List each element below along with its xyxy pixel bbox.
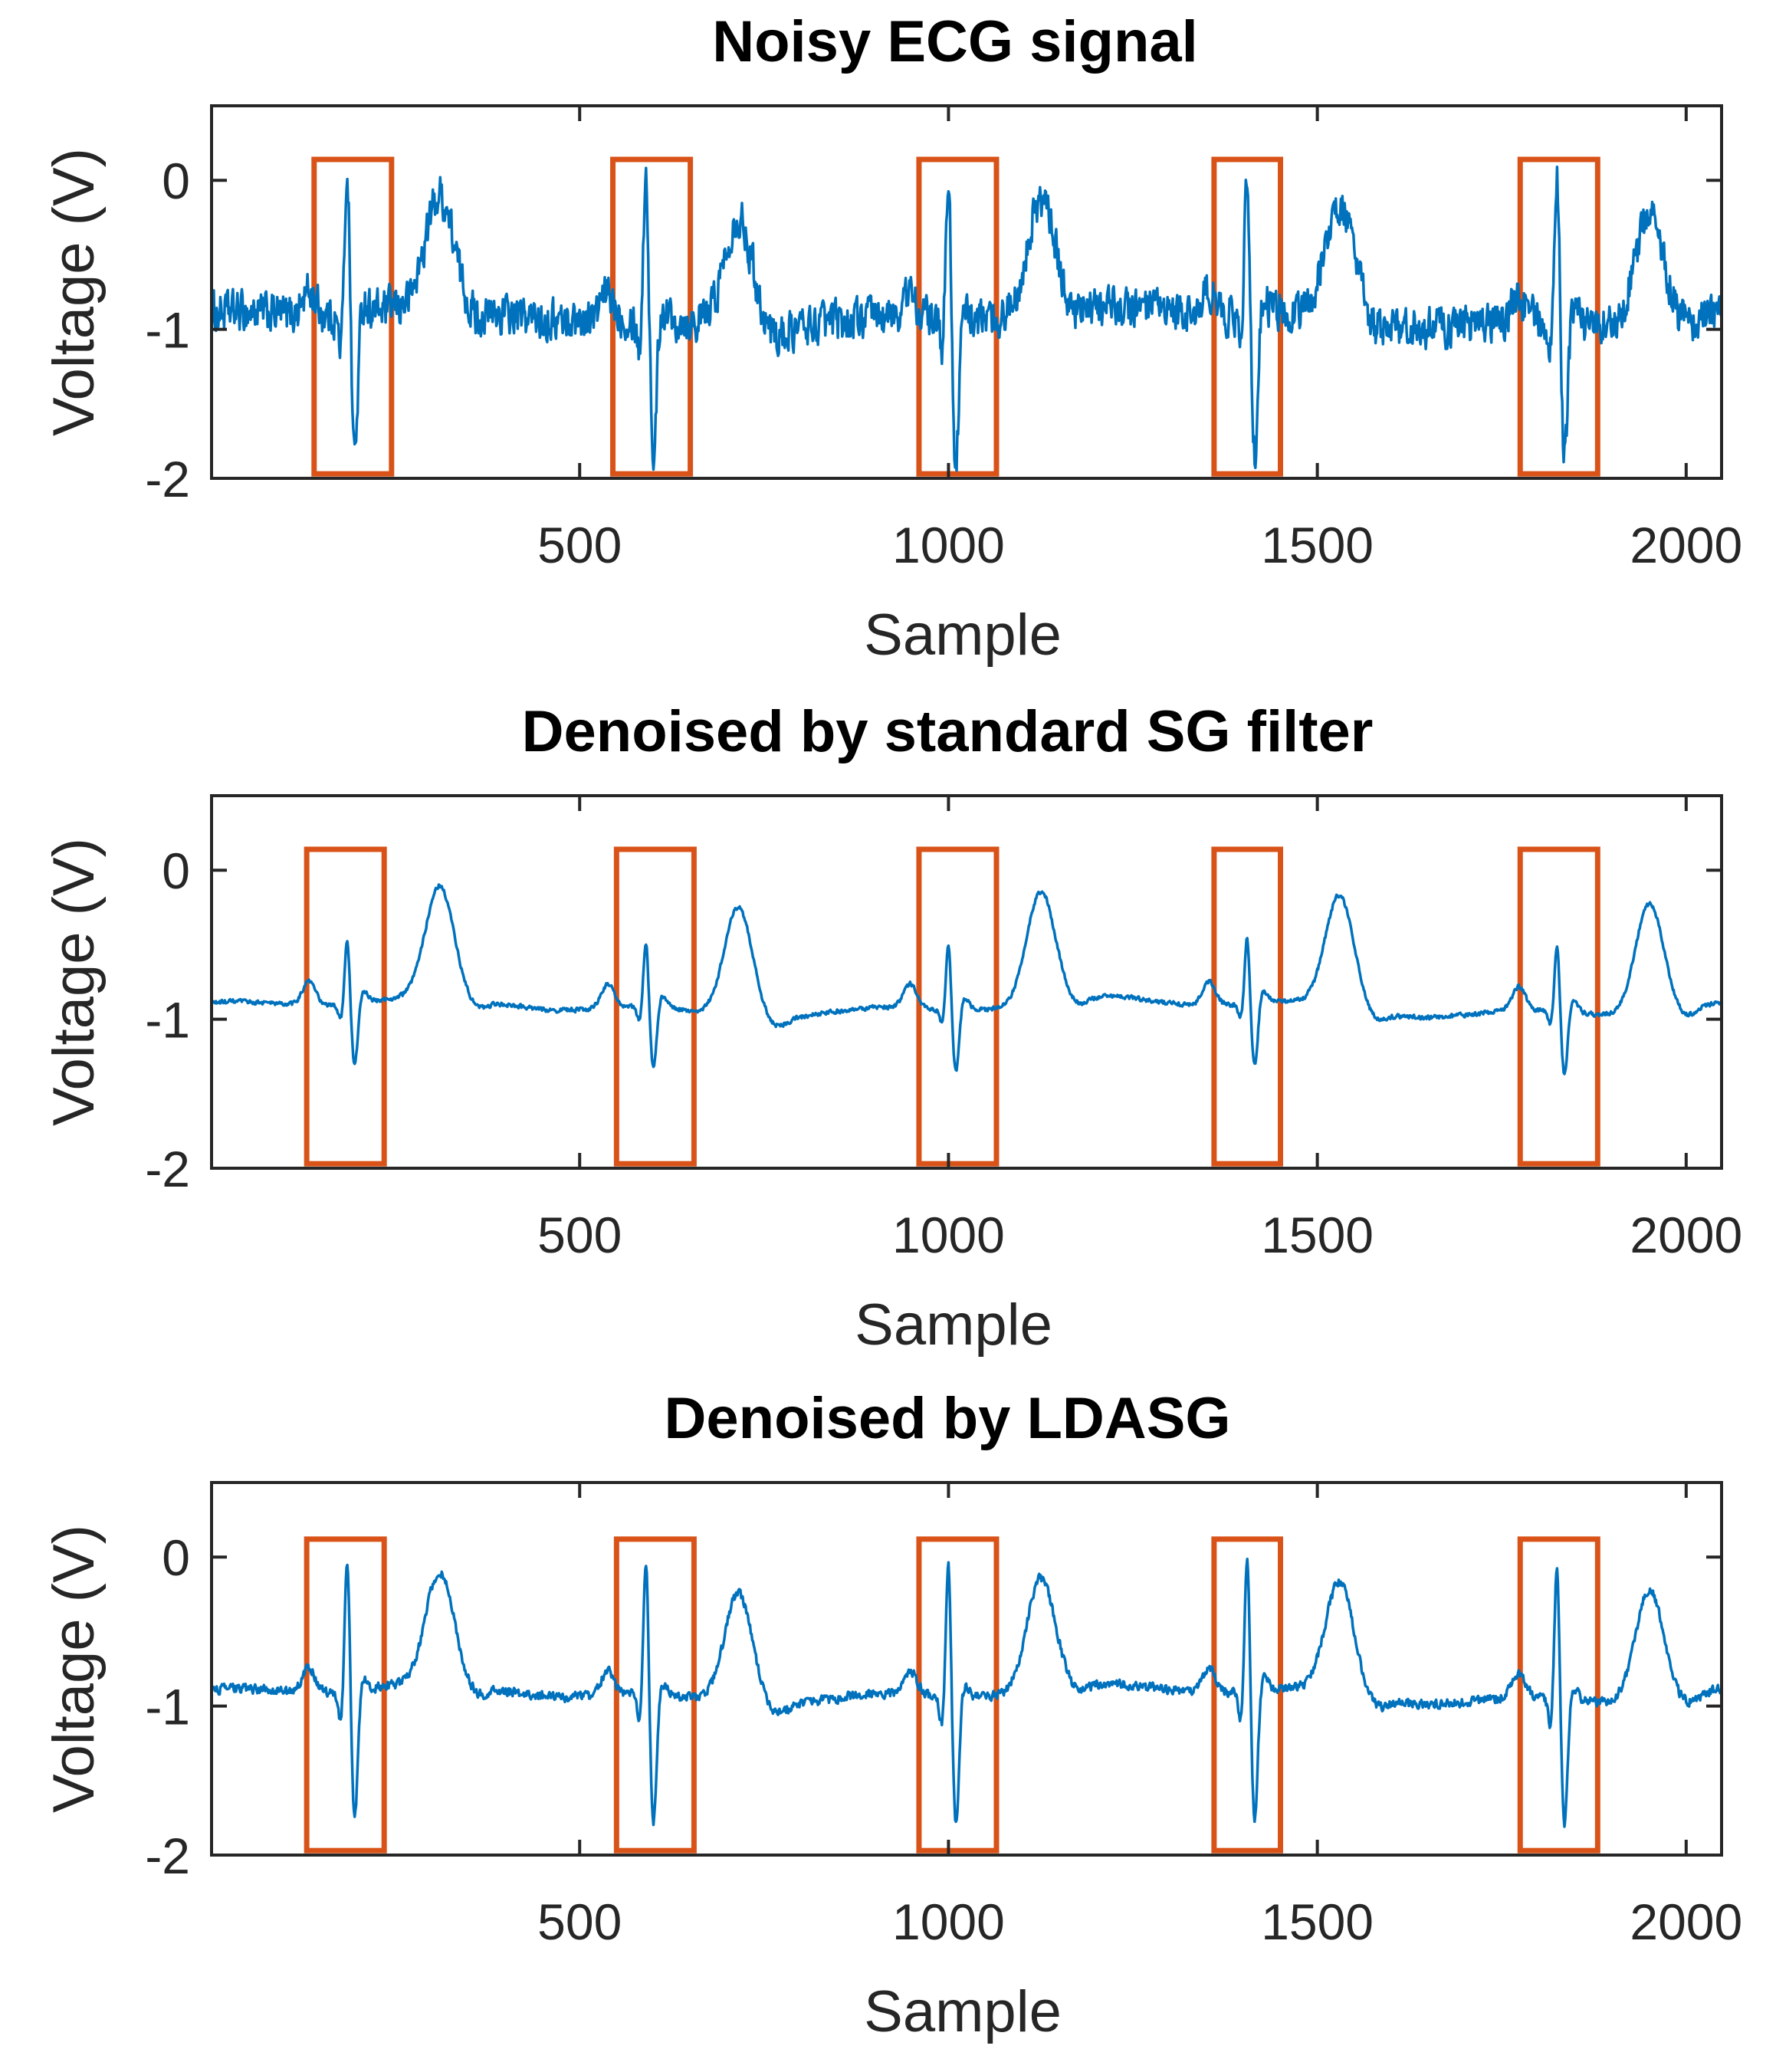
signal-traces [210, 1558, 1723, 1828]
chart-title: Denoised by standard SG filter [522, 699, 1374, 764]
y-tick-label: 0 [162, 1529, 190, 1586]
panel-sg-filter: Denoised by standard SG filter 500 1000 … [41, 699, 1742, 1358]
qrs-highlight-box [613, 846, 697, 1167]
y-tick-label: -1 [145, 992, 190, 1049]
series-line [210, 883, 1723, 1075]
y-tick-label: 0 [162, 153, 190, 209]
x-tick-label: 2000 [1630, 1207, 1742, 1263]
axis-ticks [212, 106, 1722, 480]
signal-traces [210, 883, 1723, 1075]
qrs-highlight-box [1517, 846, 1600, 1167]
x-axis-label: Sample [855, 1292, 1052, 1358]
qrs-highlight-box [1211, 156, 1283, 477]
axis-ticks [212, 796, 1722, 1170]
y-tick-label: -2 [145, 451, 190, 507]
y-tick-labels: 0 -1 -2 [145, 153, 190, 507]
x-tick-label: 2000 [1630, 517, 1742, 573]
qrs-highlight-box [1211, 1536, 1283, 1854]
x-tick-labels: 500 1000 1500 2000 [537, 1207, 1742, 1263]
x-axis-label: Sample [864, 603, 1062, 668]
chart-title: Noisy ECG signal [712, 9, 1198, 74]
x-tick-label: 1500 [1261, 517, 1374, 573]
y-axis-label: Voltage (V) [41, 1525, 107, 1813]
y-tick-label: -2 [145, 1827, 190, 1884]
series-line [210, 1558, 1723, 1828]
y-tick-labels: 0 -1 -2 [145, 842, 190, 1197]
highlight-boxes [304, 846, 1600, 1167]
qrs-highlight-box [1211, 846, 1283, 1167]
axis-ticks [212, 1483, 1722, 1857]
qrs-highlight-box [304, 846, 387, 1167]
y-tick-label: -2 [145, 1141, 190, 1197]
panel-noisy-ecg: Noisy ECG signal 500 1000 1500 2000 0 -1… [41, 9, 1742, 668]
panel-ldasg: Denoised by LDASG 500 1000 1500 2000 0 -… [41, 1386, 1742, 2044]
qrs-highlight-box [304, 1536, 387, 1854]
x-tick-labels: 500 1000 1500 2000 [537, 517, 1742, 573]
y-tick-label: 0 [162, 842, 190, 899]
axes-frame [210, 1481, 1723, 1857]
x-tick-labels: 500 1000 1500 2000 [537, 1893, 1742, 1950]
x-tick-label: 1500 [1261, 1893, 1374, 1950]
series-line [210, 165, 1723, 472]
qrs-highlight-box [1517, 1536, 1600, 1854]
x-tick-label: 2000 [1630, 1893, 1742, 1950]
axes-frame [210, 104, 1723, 480]
y-tick-label: -1 [145, 1679, 190, 1735]
x-tick-label: 500 [537, 517, 622, 573]
x-tick-label: 1000 [892, 1207, 1005, 1263]
x-tick-label: 1500 [1261, 1207, 1374, 1263]
x-tick-label: 500 [537, 1207, 622, 1263]
x-tick-label: 1000 [892, 517, 1005, 573]
chart-title: Denoised by LDASG [665, 1386, 1231, 1451]
x-axis-label: Sample [864, 1979, 1062, 2044]
axes-frame [210, 794, 1723, 1170]
y-axis-label: Voltage (V) [41, 838, 107, 1126]
y-axis-label: Voltage (V) [41, 148, 107, 436]
y-tick-label: -1 [145, 302, 190, 359]
x-tick-label: 1000 [892, 1893, 1005, 1950]
signal-traces [210, 165, 1723, 472]
y-tick-labels: 0 -1 -2 [145, 1529, 190, 1884]
x-tick-label: 500 [537, 1893, 622, 1950]
